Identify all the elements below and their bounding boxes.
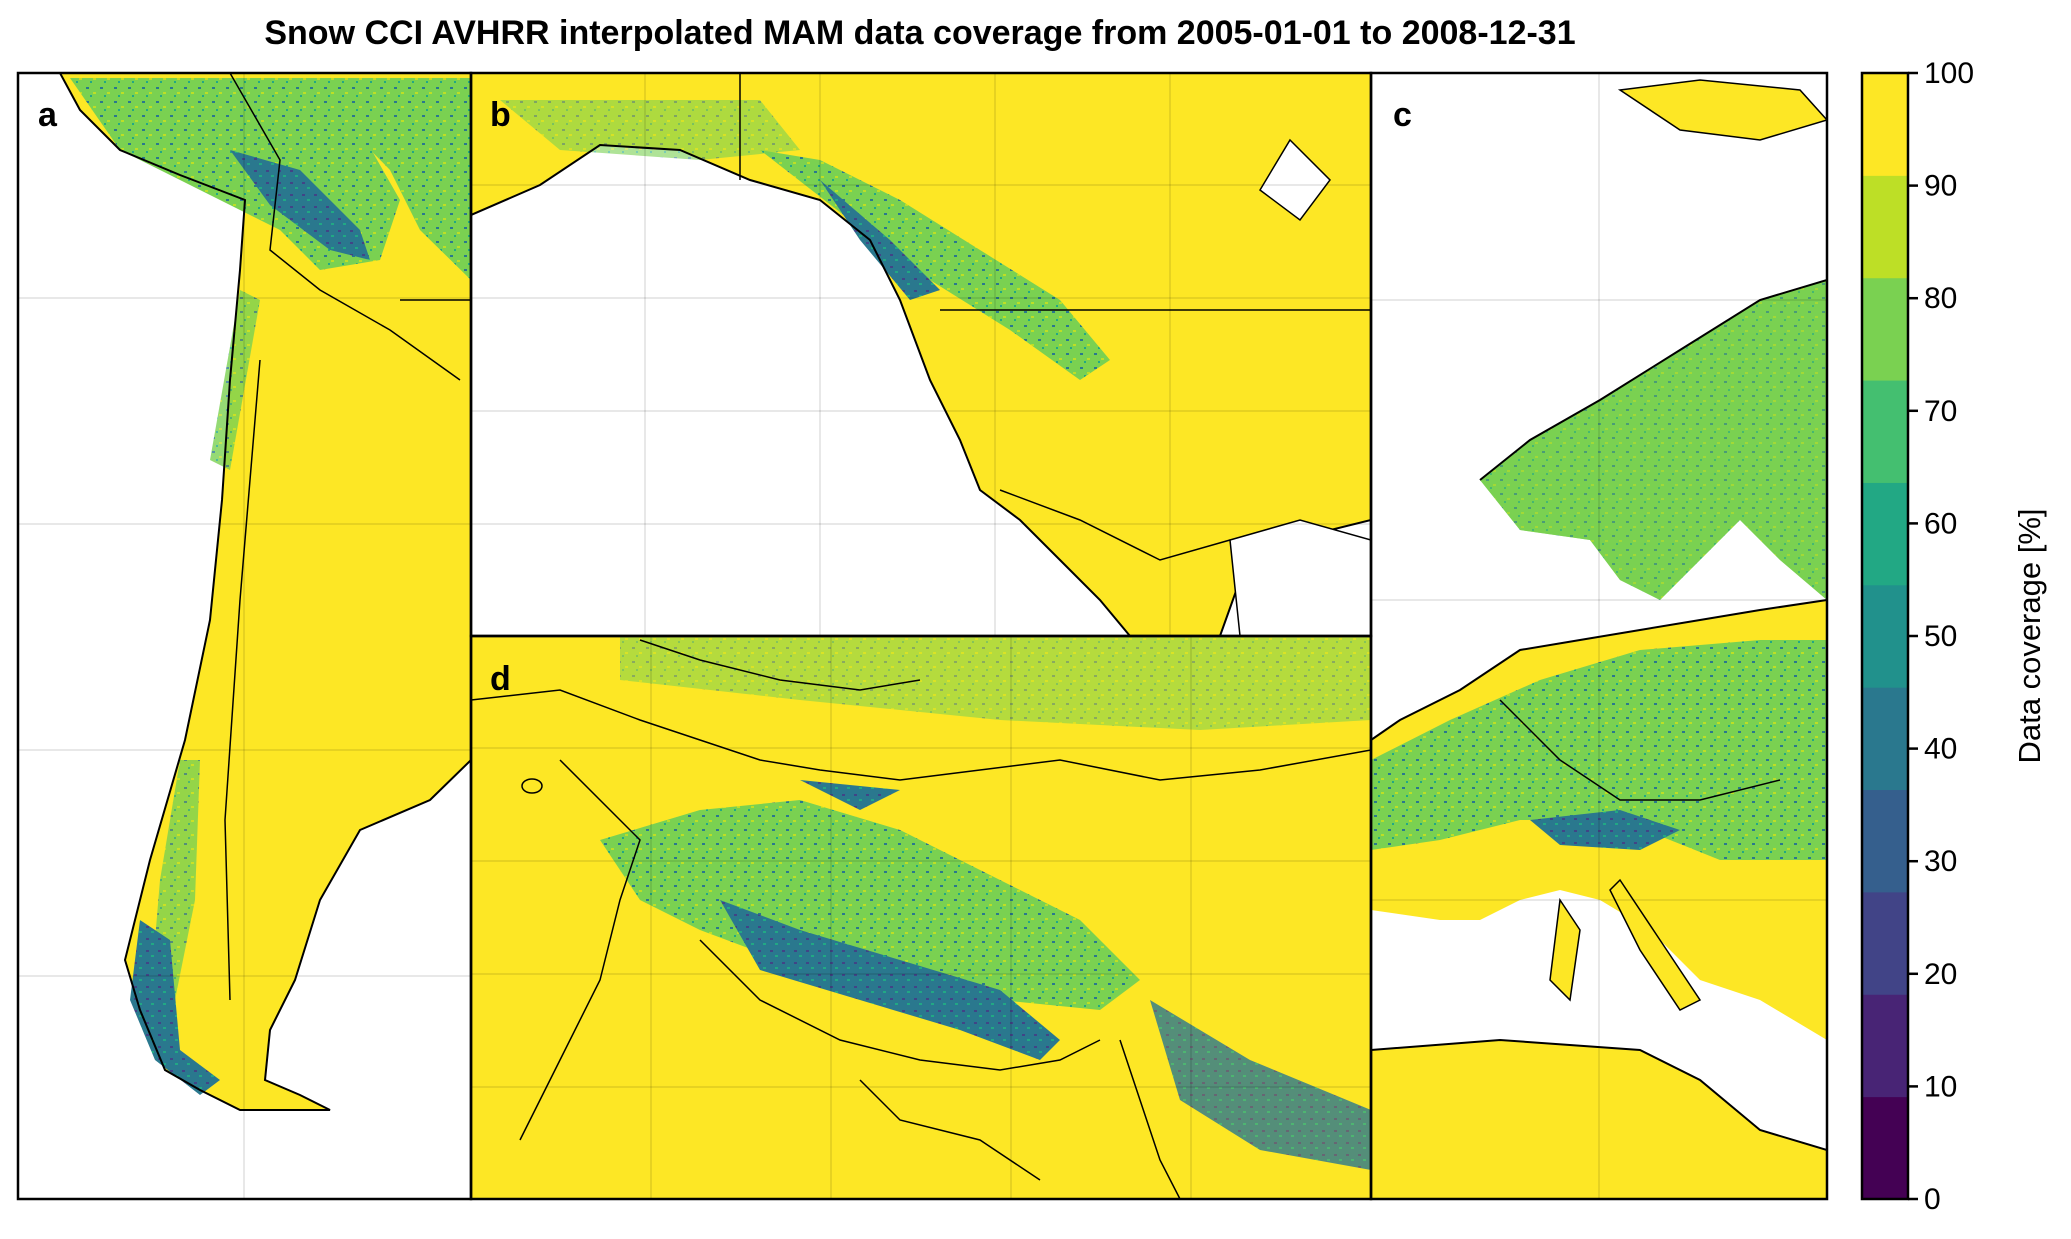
colorbar-label: Data coverage [%] [2012, 508, 2047, 763]
panel-c-map [1371, 73, 1827, 1199]
colorbar-segment [1862, 277, 1908, 381]
colorbar-segment [1862, 687, 1908, 791]
colorbar-tick-label: 20 [1924, 958, 1957, 991]
panel-b-label: b [490, 96, 511, 134]
panel-b-map [471, 73, 1371, 636]
colorbar-segment [1862, 891, 1908, 995]
colorbar-segment [1862, 994, 1908, 1098]
panel-a-label: a [38, 96, 58, 134]
colorbar-tick-label: 50 [1924, 620, 1957, 653]
south-america-land [60, 73, 471, 1110]
colorbar-tick-label: 90 [1924, 170, 1957, 203]
colorbar-segment [1862, 584, 1908, 688]
colorbar-tick-label: 30 [1924, 845, 1957, 878]
colorbar-segment [1862, 175, 1908, 279]
panel-a-map [18, 73, 471, 1199]
colorbar-tick-label: 40 [1924, 733, 1957, 766]
panel-d-frame [469, 634, 1373, 1201]
colorbar-tick-label: 80 [1924, 282, 1957, 315]
colorbar-segment [1862, 380, 1908, 483]
colorbar-tick-label: 70 [1924, 395, 1957, 428]
colorbar-segment [1862, 482, 1908, 586]
figure-title: Snow CCI AVHRR interpolated MAM data cov… [264, 14, 1576, 52]
colorbar-tick-label: 100 [1924, 57, 1974, 90]
colorbar-segment [1862, 73, 1908, 176]
colorbar-tick-label: 0 [1924, 1183, 1941, 1216]
panel-d-map [471, 636, 1371, 1199]
colorbar-segment [1862, 789, 1908, 893]
colorbar-tick-label: 10 [1924, 1070, 1957, 1103]
colorbar: 0 10 20 30 40 50 60 70 80 90 100 [1860, 57, 1974, 1216]
colorbar-tick-label: 60 [1924, 507, 1957, 540]
panel-c-label: c [1393, 96, 1412, 134]
colorbar-segment [1862, 1096, 1908, 1200]
panel-d-label: d [490, 660, 511, 698]
